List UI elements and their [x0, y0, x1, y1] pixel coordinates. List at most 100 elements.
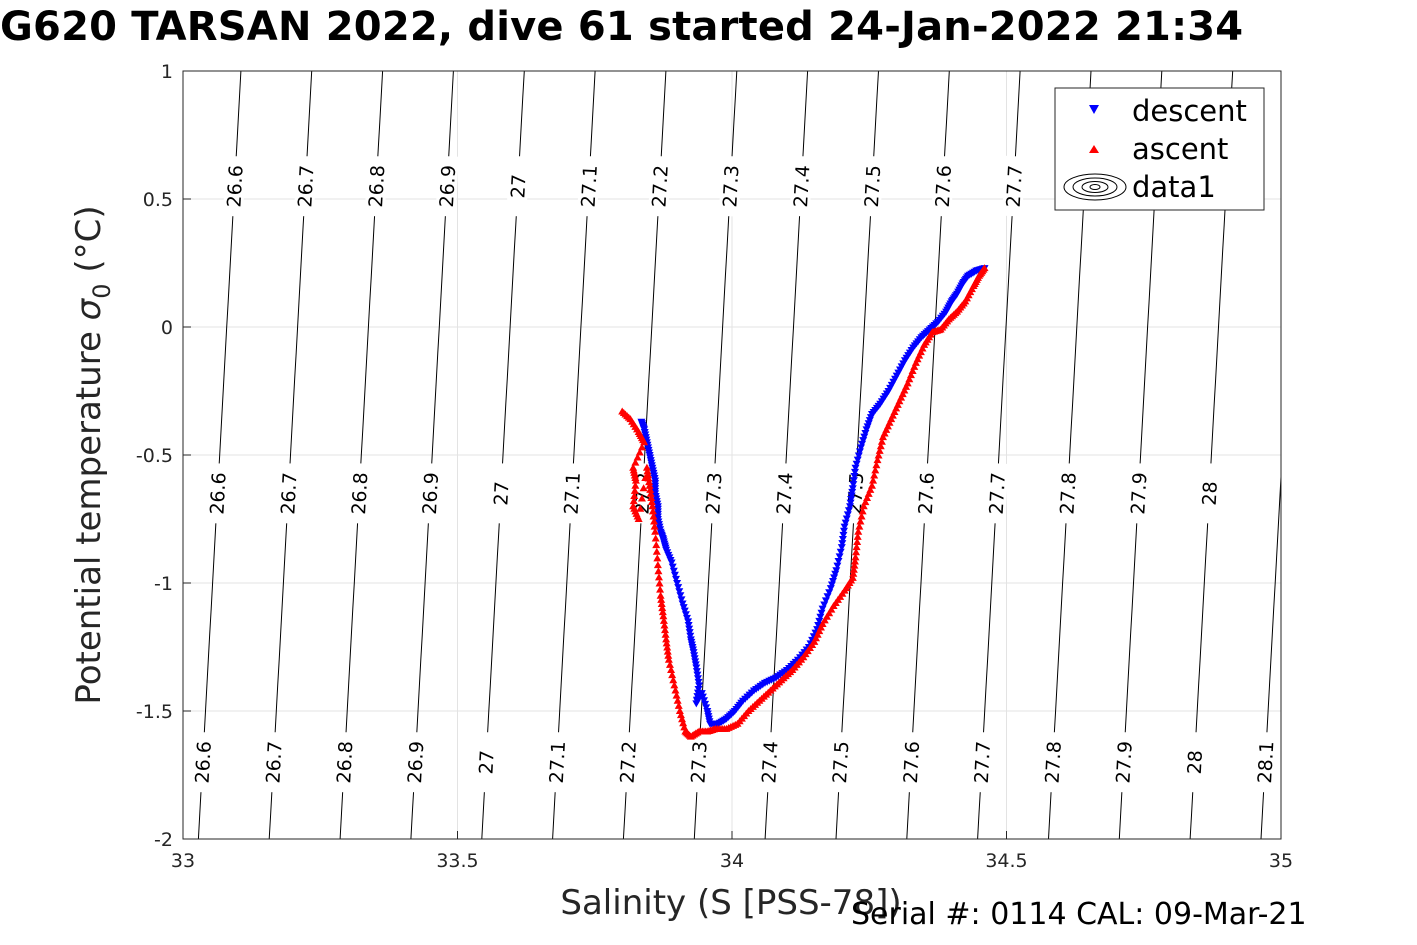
descent-point: [832, 567, 841, 575]
ascent-point: [893, 400, 902, 408]
ascent-point: [653, 561, 662, 569]
ascent-point: [850, 557, 859, 565]
ascent-point: [864, 489, 873, 497]
ascent-point: [661, 626, 670, 634]
isopycnal-label: 27: [489, 462, 514, 524]
y-tick-label: -1: [154, 573, 173, 595]
ascent-point: [670, 681, 679, 689]
legend-descent-label: descent: [1132, 94, 1247, 128]
ascent-point: [911, 358, 920, 366]
isopycnal-label: 26.8: [332, 731, 357, 793]
ascent-point: [631, 476, 640, 484]
isopycnal-label-text: 27.4: [773, 472, 797, 515]
isopycnal-label-bg: [616, 731, 640, 793]
isopycnal-label-bg: [435, 155, 459, 217]
descent-point: [840, 523, 849, 531]
descent-point: [680, 607, 689, 615]
descent-point: [677, 596, 686, 604]
isopycnal-label-text: 27.1: [578, 165, 602, 208]
descent-point: [670, 571, 679, 579]
isopycnal-label-bg: [789, 155, 813, 217]
serial-calibration-note: Serial #: 0114 CAL: 09-Mar-21: [851, 897, 1307, 932]
descent-point: [849, 477, 858, 485]
descent-point: [850, 468, 859, 476]
isopycnal-label-text: 27.1: [561, 472, 585, 515]
ascent-point: [653, 554, 662, 562]
isopycnal-label: 26.9: [403, 731, 428, 793]
descent-point: [834, 557, 843, 565]
ascent-point: [908, 367, 917, 375]
ascent-point: [637, 443, 646, 451]
isopycnal-label: 28: [1182, 731, 1207, 793]
ascent-point: [646, 485, 655, 493]
ascent-point: [630, 491, 639, 499]
descent-point: [672, 575, 681, 583]
isopycnal-label: 27.3: [718, 155, 744, 217]
descent-point: [846, 499, 855, 507]
isopycnal-label-bg: [191, 731, 215, 793]
isopycnal-label-text: 27: [507, 174, 530, 199]
ascent-point: [815, 627, 824, 635]
isopycnal-label-bg: [506, 155, 530, 217]
ascent-point: [663, 643, 672, 651]
isopycnal-label: 27.3: [686, 731, 712, 793]
ascent-point: [644, 474, 653, 482]
isopycnal-label: 27.5: [860, 155, 885, 217]
isopycnal-label-bg: [276, 462, 301, 524]
descent-point: [850, 472, 859, 480]
ascent-point: [662, 639, 671, 647]
ascent-point: [644, 470, 653, 478]
isopycnal-label-text: 26.8: [365, 165, 389, 208]
isopycnal-label: 26.6: [222, 155, 248, 217]
ascent-point: [637, 494, 646, 502]
ascent-point: [883, 422, 892, 430]
ascent-point: [663, 647, 672, 655]
ascent-point: [664, 651, 673, 659]
isopycnal-label-text: 26.9: [436, 165, 460, 208]
ascent-point: [848, 573, 857, 581]
descent-point: [684, 621, 693, 629]
ascent-point: [660, 621, 669, 629]
ascent-point: [888, 411, 897, 419]
ascent-point: [852, 543, 861, 551]
legend-contour-icon: [1063, 173, 1127, 201]
ascent-point: [651, 534, 660, 542]
legend-data1-label: data1: [1132, 170, 1216, 204]
ascent-point: [647, 498, 656, 506]
isopycnal-label-text: 27.5: [861, 165, 885, 208]
ascent-point: [679, 719, 688, 727]
isopycnal-label: 27.8: [1055, 462, 1081, 524]
ascent-point: [892, 404, 901, 412]
descent-point: [854, 452, 863, 460]
isopycnal-label-text: 28: [1199, 481, 1222, 506]
ascent-point: [657, 599, 666, 607]
ascent-point: [918, 344, 927, 352]
descent-point: [846, 503, 855, 511]
ascent-point: [816, 623, 825, 631]
isopycnal-label-text: 26.7: [294, 165, 318, 208]
axis-ticks: 33 33.5 34 34.5 35 -2 -1.5 -1 -0.5 0 0.5 1: [136, 61, 1293, 872]
descent-point: [681, 611, 690, 619]
ascent-point: [906, 371, 915, 379]
isopycnal-label-text: 27.9: [1112, 741, 1136, 784]
ascent-point: [636, 504, 645, 512]
isopycnal-label-text: 27.8: [1042, 741, 1066, 784]
ascent-point: [820, 616, 829, 624]
ascent-point: [678, 715, 687, 723]
isopycnal-label-text: 28: [1184, 750, 1207, 775]
isopycnal-label-bg: [985, 462, 1009, 524]
isopycnal-label: 26.9: [435, 155, 460, 217]
isopycnal-label: 27.7: [1002, 155, 1027, 217]
descent-point: [847, 496, 856, 504]
ascent-point: [980, 264, 989, 272]
ascent-point: [859, 502, 868, 510]
y-tick-label: 0.5: [143, 189, 173, 211]
descent-point: [694, 678, 703, 686]
isopycnal-label-bg: [1126, 462, 1151, 524]
x-tick-label: 33: [171, 850, 195, 872]
isopycnal-label: 26.9: [418, 462, 443, 524]
isopycnal-label: 27.6: [931, 155, 956, 217]
descent-point: [853, 456, 862, 464]
isopycnal-label: 27.8: [1041, 731, 1066, 793]
isopycnal-label-text: 26.9: [404, 741, 428, 784]
